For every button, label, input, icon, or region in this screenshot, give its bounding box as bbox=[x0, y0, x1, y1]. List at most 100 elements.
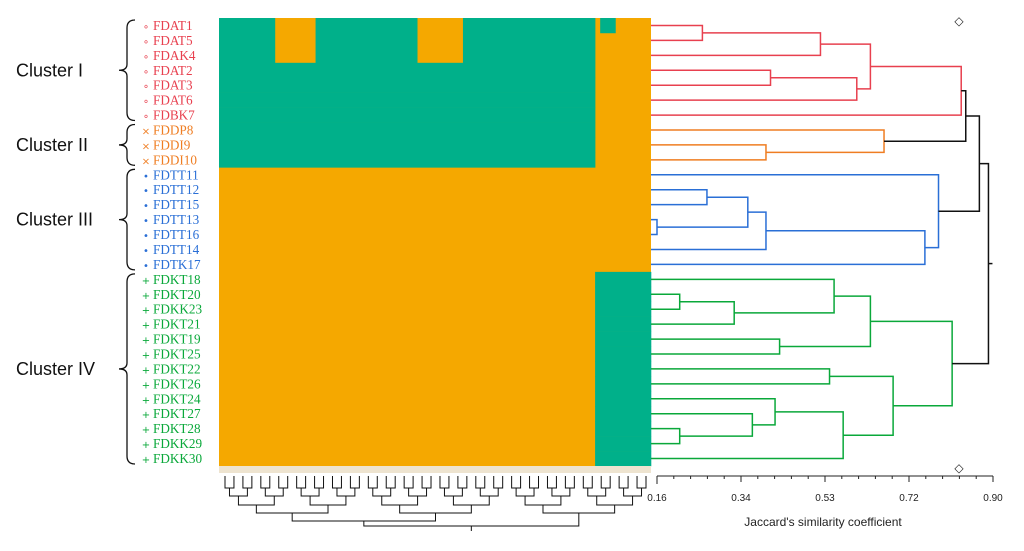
heatmap-cell-run bbox=[595, 331, 652, 347]
strain-marker: + bbox=[142, 440, 150, 451]
strain-marker: + bbox=[142, 306, 150, 317]
strain-label: FDKK29 bbox=[153, 436, 202, 451]
dendrogram-branch bbox=[952, 162, 990, 365]
dendrogram-branch bbox=[829, 375, 894, 436]
strain-label: FDAT6 bbox=[153, 93, 193, 108]
dendrogram-branch bbox=[651, 69, 772, 86]
strain-marker: × bbox=[142, 141, 150, 152]
strain-label: FDTT11 bbox=[153, 167, 199, 182]
strain-marker: • bbox=[143, 186, 149, 197]
strain-marker: + bbox=[142, 410, 150, 421]
heatmap-cell-run bbox=[595, 301, 652, 317]
heatmap-cell-run bbox=[219, 62, 596, 79]
axis-tick-label: 0.16 bbox=[647, 493, 667, 504]
strain-marker: • bbox=[143, 246, 149, 257]
strain-label: FDKT26 bbox=[153, 376, 201, 391]
strain-marker: ∘ bbox=[143, 22, 149, 33]
heatmap-cell-run bbox=[600, 18, 616, 34]
cluster-label: Cluster IV bbox=[16, 359, 95, 379]
heatmap-column-band bbox=[219, 466, 651, 473]
heatmap-cell-run bbox=[462, 18, 596, 34]
cluster-braces bbox=[118, 19, 136, 465]
heatmap-cell-run bbox=[219, 107, 596, 123]
strain-marker: + bbox=[142, 291, 150, 302]
heatmap-cell-run bbox=[315, 18, 418, 34]
cluster-label: Cluster III bbox=[16, 210, 93, 230]
strain-label: FDBK7 bbox=[153, 108, 195, 123]
axis-tick-label: 0.34 bbox=[731, 493, 751, 504]
strain-label: FDDP8 bbox=[153, 123, 194, 138]
strain-label: FDAT1 bbox=[153, 18, 193, 33]
column-dendrogram bbox=[224, 476, 647, 531]
strain-label: FDDI9 bbox=[153, 137, 191, 152]
axis-tick-label: 0.53 bbox=[815, 493, 835, 504]
strain-marker: + bbox=[142, 380, 150, 391]
strain-label: FDKT21 bbox=[153, 317, 201, 332]
strain-label: FDKT24 bbox=[153, 391, 201, 406]
dendrogram-branch bbox=[651, 174, 940, 249]
axis-tick-label: 0.90 bbox=[983, 493, 1003, 504]
dendrogram-branch bbox=[651, 411, 844, 460]
dendrogram-branch bbox=[651, 278, 835, 314]
dendrogram-branch bbox=[938, 115, 981, 212]
dendrogram-branch bbox=[651, 412, 754, 437]
heatmap-cell-run bbox=[595, 316, 652, 332]
dendrogram-branch bbox=[779, 295, 872, 348]
heatmap-cell-run bbox=[595, 451, 652, 467]
strain-label: FDAT5 bbox=[153, 33, 193, 48]
strain-marker: ∘ bbox=[143, 67, 149, 78]
cluster-labels: Cluster I Cluster II Cluster III Cluster IV bbox=[16, 60, 95, 379]
heatmap-cell-run bbox=[219, 122, 596, 138]
strain-label: FDKT22 bbox=[153, 361, 201, 376]
strain-marker: + bbox=[142, 425, 150, 436]
strain-label: FDTT15 bbox=[153, 197, 200, 212]
heatmap-cell-run bbox=[595, 271, 652, 288]
similarity-axis: 0.16 0.34 0.53 0.72 0.90 bbox=[647, 475, 1003, 504]
heatmap-cell-run bbox=[595, 406, 652, 422]
strain-label: FDTT14 bbox=[153, 242, 200, 257]
heatmap-cell-run bbox=[595, 436, 652, 452]
strain-label: FDKK30 bbox=[153, 451, 202, 466]
heatmap-cell-run bbox=[219, 152, 596, 168]
strain-label: FDAK4 bbox=[153, 48, 196, 63]
dendrogram-branch bbox=[651, 65, 962, 116]
strain-marker: • bbox=[143, 231, 149, 242]
heatmap-cell-run bbox=[219, 47, 276, 64]
strain-label: FDAT2 bbox=[153, 63, 193, 78]
heatmap-cell-run bbox=[595, 391, 652, 407]
cluster-label: Cluster I bbox=[16, 60, 83, 80]
strain-marker: • bbox=[143, 201, 149, 212]
strain-marker: + bbox=[142, 336, 150, 347]
heatmap-cell-run bbox=[315, 47, 418, 64]
heatmap-cell-run bbox=[595, 376, 652, 392]
strain-labels: ∘ FDAT1 ∘ FDAT5 ∘ FDAK4 ∘ FDAT2 ∘ FDAT3 ∘ FDAT6 ∘ FDB… bbox=[142, 18, 203, 466]
heatmap-cell-run bbox=[219, 137, 596, 153]
cluster-brace bbox=[118, 168, 136, 271]
strain-label: FDKT25 bbox=[153, 347, 201, 362]
strain-marker: • bbox=[143, 261, 149, 272]
strain-marker: • bbox=[143, 216, 149, 227]
bottom-diamond-marker: ◇ bbox=[954, 461, 964, 475]
strain-label: FDTK17 bbox=[153, 257, 201, 272]
heatmap-cell-run bbox=[219, 92, 596, 108]
heatmap-cell-run bbox=[315, 32, 418, 49]
heatmap-cell-run bbox=[219, 18, 276, 34]
dendrogram-branch bbox=[651, 32, 822, 57]
heatmap-cell-run bbox=[595, 286, 652, 303]
x-axis-label: Jaccard's similarity coefficient bbox=[744, 515, 902, 529]
row-dendrogram bbox=[651, 24, 993, 460]
strain-label: FDKT18 bbox=[153, 272, 201, 287]
heatmap-cell-run bbox=[219, 32, 276, 49]
strain-label: FDAT3 bbox=[153, 78, 193, 93]
cluster-brace bbox=[118, 19, 136, 122]
strain-marker: × bbox=[142, 156, 150, 167]
strain-marker: + bbox=[142, 276, 150, 287]
dendrogram-branch bbox=[651, 300, 735, 325]
strain-marker: ∘ bbox=[143, 52, 149, 63]
strain-marker: + bbox=[142, 455, 150, 466]
strain-label: FDTT12 bbox=[153, 182, 199, 197]
strain-marker: • bbox=[143, 171, 149, 182]
strain-marker: + bbox=[142, 321, 150, 332]
strain-label: FDKT27 bbox=[153, 406, 201, 421]
